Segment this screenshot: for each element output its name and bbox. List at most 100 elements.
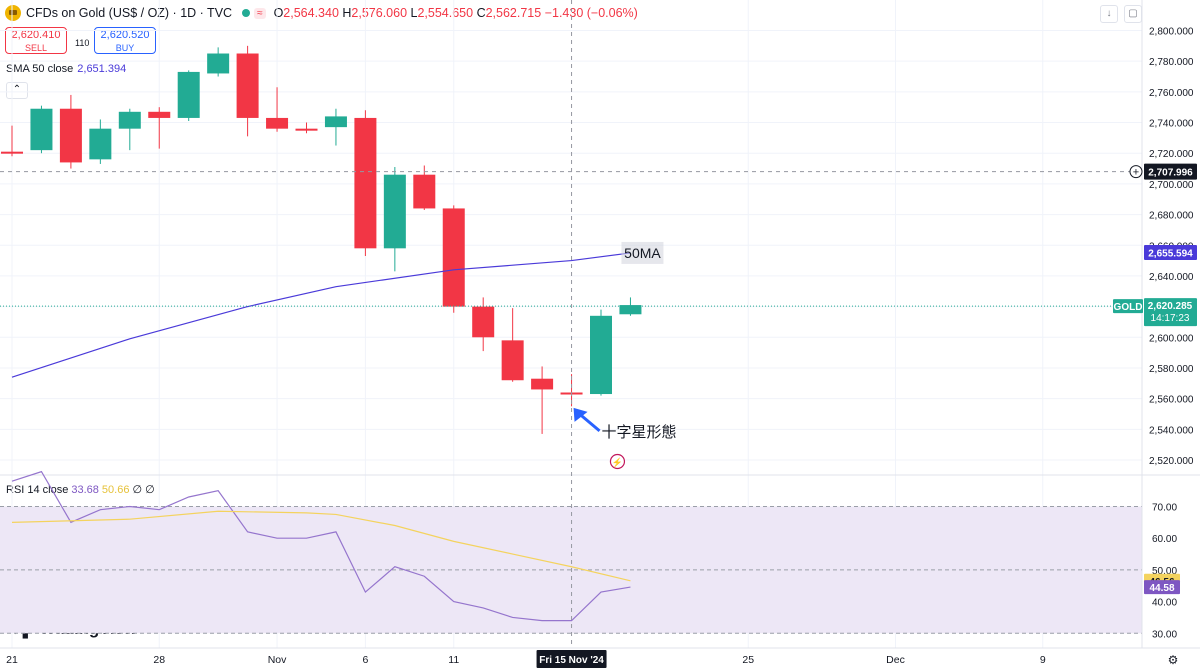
price-tick-label: 2,580.000 <box>1149 364 1194 375</box>
candle[interactable] <box>383 167 406 272</box>
candle[interactable] <box>30 105 53 154</box>
candle[interactable] <box>148 107 171 149</box>
candle-body <box>118 111 141 129</box>
rsi-tick-label: 70.00 <box>1152 503 1177 514</box>
candle[interactable] <box>59 94 82 169</box>
candle-body <box>354 117 377 249</box>
plus-glyph: + <box>1133 167 1139 179</box>
collapse-legend-button[interactable]: ⌃ <box>6 82 28 99</box>
symbol-title[interactable]: CFDs on Gold (US$ / OZ) · 1D · TVC <box>26 6 233 20</box>
candle[interactable] <box>177 70 200 122</box>
candle-body <box>30 108 53 151</box>
candle-body <box>1 151 23 154</box>
price-tick-label: 2,700.000 <box>1149 180 1194 191</box>
crosshair-date-tag-text: Fri 15 Nov '24 <box>539 655 604 666</box>
time-tick-label: 25 <box>742 654 754 666</box>
price-tick-label: 2,640.000 <box>1149 272 1194 283</box>
sma-price-tag-text: 2,655.594 <box>1148 249 1193 260</box>
crosshair-price-tag: 2,707.996 <box>1144 163 1197 180</box>
candle-body <box>207 53 230 74</box>
last-price-tag-bg <box>1144 298 1197 327</box>
candle-body <box>590 315 612 395</box>
rsi-ma-line <box>11 510 631 582</box>
candle-body <box>148 111 171 118</box>
time-tick-label: 6 <box>362 654 368 666</box>
candle-body <box>442 208 465 307</box>
price-tick-label: 2,560.000 <box>1149 395 1194 406</box>
time-tick-label: Nov <box>268 654 287 666</box>
candle-body <box>619 305 642 315</box>
candle-body <box>236 53 259 118</box>
rsi-tick-label: 40.00 <box>1152 598 1177 609</box>
add-alert-plus-icon[interactable] <box>1129 165 1143 179</box>
candle[interactable] <box>501 308 524 382</box>
sma-price-tag-bg <box>1144 245 1197 261</box>
rsi-tick-label: 60.00 <box>1152 534 1177 545</box>
candle-body <box>89 128 112 160</box>
price-tick-label: 2,760.000 <box>1149 88 1194 99</box>
time-tick-label: 21 <box>6 654 18 666</box>
candle[interactable] <box>118 108 141 151</box>
rsi-price-tag: 44.58 <box>1144 580 1180 595</box>
sma-price-tag: 2,655.594 <box>1144 245 1197 261</box>
market-open-dot-icon <box>242 9 251 17</box>
candle-body <box>501 340 524 381</box>
candle[interactable] <box>89 119 112 164</box>
last-price-value: 2,620.285 <box>1148 301 1193 312</box>
price-tick-label: 2,680.000 <box>1149 211 1194 222</box>
candle[interactable] <box>1 125 23 157</box>
sma-legend[interactable]: SMA 50 close 2,651.394 <box>6 63 127 75</box>
doji-annotation-label: 十字星形態 <box>602 424 677 441</box>
settings-gear-icon[interactable]: ⚙ <box>1168 653 1179 667</box>
price-tick-label: 2,600.000 <box>1149 333 1194 344</box>
candle[interactable] <box>236 45 259 137</box>
candle[interactable] <box>442 205 465 313</box>
sell-button[interactable]: 2,620.410 SELL <box>5 27 67 54</box>
sma-50-line <box>11 252 631 378</box>
price-tick-label: 2,780.000 <box>1149 57 1194 68</box>
rsi-line <box>11 470 631 622</box>
candle[interactable] <box>531 366 554 434</box>
time-tick-label: 11 <box>448 654 459 666</box>
candle[interactable] <box>472 297 495 352</box>
last-price-tag <box>1144 298 1197 327</box>
candle[interactable] <box>413 165 436 210</box>
ma-annotation-box <box>621 241 664 264</box>
rsi-tick-label: 30.00 <box>1152 629 1177 640</box>
time-tick-label: Dec <box>886 654 905 666</box>
candle-body <box>531 378 554 390</box>
candle-body <box>472 306 495 338</box>
time-tick-label: 9 <box>1040 654 1046 666</box>
ma-annotation-label: 50MA <box>624 245 661 261</box>
crosshair-price-tag-bg <box>1144 163 1197 180</box>
bar-countdown: 14:17:23 <box>1151 313 1190 324</box>
rsi-tick-label: 50.00 <box>1152 566 1177 577</box>
buy-button[interactable]: 2,620.520 BUY <box>94 27 156 54</box>
price-tick-label: 2,740.000 <box>1149 119 1194 130</box>
price-tick-label: 2,800.000 <box>1149 27 1194 38</box>
candle[interactable] <box>590 309 612 396</box>
arrow-down-icon[interactable]: ↓ <box>1100 5 1118 23</box>
candle[interactable] <box>324 108 347 146</box>
rsi-price-tag-text: 44.58 <box>1149 583 1174 594</box>
ohlc-values: O2,564.340 H2,576.060 L2,554.650 C2,562.… <box>273 6 638 20</box>
candle[interactable] <box>354 110 377 256</box>
doji-arrow-line <box>579 413 601 433</box>
rsi-legend[interactable]: RSI 14 close 33.68 50.66 ∅ ∅ <box>6 484 155 496</box>
candle-body <box>177 71 200 118</box>
candle[interactable] <box>295 122 318 134</box>
price-tick-label: 2,720.000 <box>1149 149 1194 160</box>
economic-event-icon[interactable] <box>609 453 626 470</box>
symbol-price-tag: GOLD <box>1113 299 1143 314</box>
candle[interactable] <box>207 47 230 77</box>
price-tick-label: 2,520.000 <box>1149 456 1194 467</box>
time-tick-label: 28 <box>153 654 165 666</box>
crosshair-date-tag-bg <box>536 650 607 668</box>
candle[interactable] <box>266 87 289 132</box>
candle-body <box>295 128 318 131</box>
candle-body <box>324 116 347 128</box>
candle-body <box>59 108 82 163</box>
symbol-price-tag-text: GOLD <box>1114 302 1143 313</box>
doji-arrow-head <box>573 407 588 422</box>
